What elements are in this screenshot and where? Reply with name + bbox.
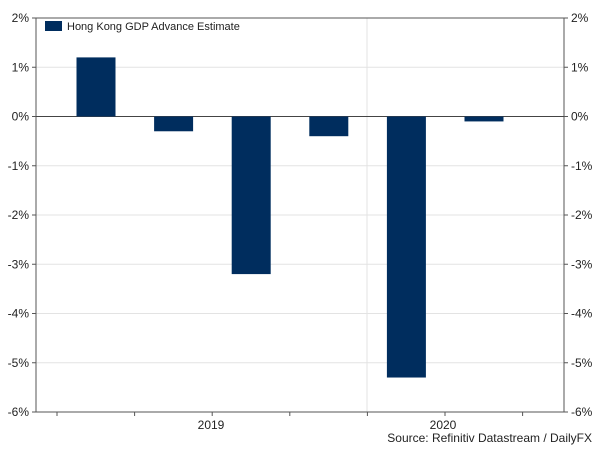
bars xyxy=(76,57,504,378)
y-tick-label-left: -1% xyxy=(8,159,30,173)
y-tick-label-left: 1% xyxy=(12,60,30,74)
y-tick-label-right: -5% xyxy=(571,356,593,370)
legend-label: Hong Kong GDP Advance Estimate xyxy=(67,21,240,33)
bar xyxy=(309,116,349,137)
bar xyxy=(231,116,271,275)
bar xyxy=(76,57,116,117)
y-tick-label-left: -4% xyxy=(8,307,30,321)
y-tick-label-right: -4% xyxy=(571,307,593,321)
y-tick-label-left: -2% xyxy=(8,208,30,222)
source-text: Source: Refinitiv Datastream / DailyFX xyxy=(387,431,592,445)
x-year-label: 2019 xyxy=(198,418,225,432)
y-tick-label-right: -6% xyxy=(571,405,593,419)
y-tick-label-right: -2% xyxy=(571,208,593,222)
bar xyxy=(154,116,194,132)
y-tick-label-right: -1% xyxy=(571,159,593,173)
y-tick-label-right: 1% xyxy=(571,60,589,74)
plot-frame xyxy=(35,17,565,413)
grid xyxy=(32,17,568,413)
legend-swatch xyxy=(45,21,62,31)
y-tick-label-left: -6% xyxy=(8,405,30,419)
legend: Hong Kong GDP Advance Estimate xyxy=(45,21,240,33)
y-tick-label-right: -3% xyxy=(571,257,593,271)
x-year-labels: 2019 2020 xyxy=(198,418,457,432)
y-tick-labels-right: 2% 1% 0% -1% -2% -3% -4% -5% -6% xyxy=(571,11,593,419)
y-tick-label-right: 2% xyxy=(571,11,589,25)
x-year-label: 2020 xyxy=(430,418,457,432)
y-tick-label-left: 0% xyxy=(12,110,30,124)
y-tick-label-left: -5% xyxy=(8,356,30,370)
y-tick-labels-left: 2% 1% 0% -1% -2% -3% -4% -5% -6% xyxy=(8,11,30,419)
y-tick-label-left: -3% xyxy=(8,257,30,271)
x-ticks xyxy=(56,412,524,416)
bar xyxy=(386,116,426,378)
y-tick-label-right: 0% xyxy=(571,110,589,124)
y-tick-label-left: 2% xyxy=(12,11,30,25)
bar xyxy=(464,116,504,122)
